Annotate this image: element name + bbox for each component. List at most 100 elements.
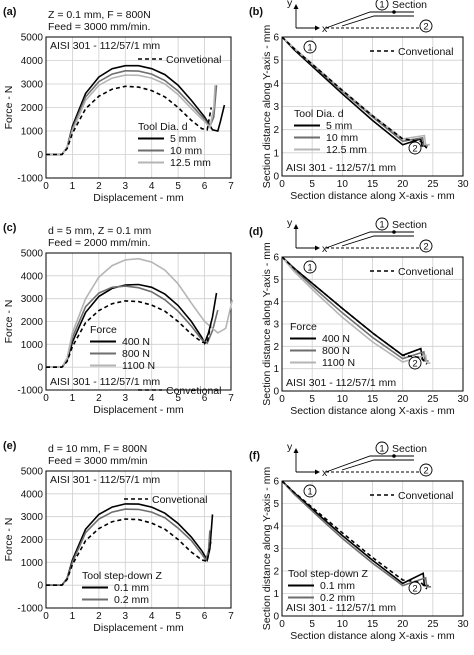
plot-frame	[281, 256, 464, 392]
marker-circle	[375, 217, 389, 231]
legend-label: 0.2 mm	[114, 594, 149, 606]
x-axis-label: Displacement - mm	[93, 192, 184, 204]
y-tick-label: 5000	[21, 249, 44, 260]
legend-title: Force	[90, 324, 117, 336]
y-tick-label: 4	[273, 79, 279, 90]
x-tick-label: 30	[457, 394, 469, 405]
legend-label: 800 N	[122, 348, 150, 360]
x-tick-label: 5	[309, 394, 315, 405]
y-axis-label: Force - N	[3, 300, 15, 344]
legend-label: 0.2 mm	[320, 592, 355, 604]
legend-title: Tool step-down Z	[288, 568, 369, 580]
material-label: AISI 301 - 112/57/1 mm	[50, 376, 160, 388]
x-tick-label: 15	[367, 179, 379, 190]
marker-label: 1	[379, 0, 384, 10]
x-tick-label: 4	[149, 181, 155, 192]
legend-label-conventional: Convetional	[398, 46, 453, 58]
y-tick-label: 3	[273, 320, 279, 331]
marker-label: 2	[423, 241, 428, 252]
x-tick-label: 4	[149, 393, 155, 404]
x-tick-label: 6	[202, 611, 208, 622]
marker-label: 2	[412, 358, 417, 369]
sketch-x-arrow	[315, 469, 320, 475]
x-tick-label: 25	[427, 619, 439, 630]
legend-title: Tool Dia. d	[138, 121, 188, 133]
x-tick-label: 5	[309, 179, 315, 190]
y-tick-label: 2000	[21, 535, 44, 546]
y-tick-label: 0	[37, 150, 43, 161]
y-tick-label: 4000	[21, 56, 44, 67]
marker-circle	[375, 0, 389, 11]
series-line-convetional	[281, 36, 428, 149]
y-tick-label: 1	[273, 589, 279, 600]
x-tick-label: 30	[457, 179, 469, 190]
x-tick-label: 3	[123, 611, 129, 622]
y-axis-label: Section distance along Y-axis - mm	[261, 25, 273, 189]
series-line-convetional	[281, 256, 428, 365]
y-tick-label: 0	[273, 387, 279, 398]
x-tick-label: 6	[202, 181, 208, 192]
plot-frame	[281, 36, 464, 177]
x-tick-label: 2	[96, 181, 102, 192]
x-tick-label: 5	[175, 181, 181, 192]
x-tick-label: 5	[175, 393, 181, 404]
legend-label: 10 mm	[170, 145, 202, 157]
sketch-y-arrow	[293, 224, 299, 229]
y-axis-label: Section distance along Y-axis - mm	[261, 242, 273, 406]
x-tick-label: 7	[228, 393, 234, 404]
series-line-convetional	[46, 518, 212, 586]
legend-label: 12.5 mm	[170, 157, 211, 169]
y-tick-label: -1000	[17, 174, 43, 185]
x-tick-label: 7	[228, 181, 234, 192]
marker-circle	[408, 356, 422, 370]
legend-title: Force	[290, 321, 317, 333]
y-tick-label: 1000	[21, 127, 44, 138]
marker-circle	[408, 581, 422, 595]
material-label: AISI 301 - 112/57/1 mm	[50, 474, 160, 486]
y-tick-label: 1000	[21, 340, 44, 351]
y-tick-label: 2	[273, 342, 279, 353]
panel-label: (c)	[3, 222, 17, 234]
x-tick-label: 10	[337, 179, 349, 190]
marker-circle	[408, 141, 422, 155]
legend-label: 400 N	[122, 336, 150, 348]
legend-label: 12.5 mm	[326, 144, 367, 156]
legend-label-conventional: Convetional	[398, 490, 453, 502]
plot-frame	[45, 470, 232, 609]
series-line-0-1-mm	[281, 480, 429, 587]
x-tick-label: 10	[337, 619, 349, 630]
marker-circle	[303, 40, 317, 54]
condition-text: Feed = 3000 mm/min	[48, 455, 148, 467]
y-tick-label: 1	[273, 364, 279, 375]
y-tick-label: 0	[273, 172, 279, 183]
y-tick-label: 0	[37, 363, 43, 374]
y-tick-label: 2	[273, 125, 279, 136]
x-tick-label: 0	[279, 179, 285, 190]
x-tick-label: 15	[367, 619, 379, 630]
material-label: AISI 301 - 112/57/1 mm	[286, 162, 396, 174]
sketch-point	[392, 230, 396, 234]
sketch-profile	[325, 11, 414, 29]
series-line-0-2-mm	[281, 480, 431, 588]
condition-text: Feed = 3000 mm/min.	[48, 21, 150, 33]
legend-label-conventional: Convetional	[398, 266, 453, 278]
panel-label: (d)	[249, 226, 263, 238]
condition-text: Feed = 2000 mm/min.	[48, 237, 150, 249]
material-label: AISI 301 - 112/57/1 mm	[286, 602, 396, 614]
sketch-x-label: x	[322, 467, 328, 479]
y-tick-label: 2	[273, 567, 279, 578]
sketch-profile-inner	[341, 15, 414, 27]
x-tick-label: 1	[70, 611, 76, 622]
x-axis-label: Displacement - mm	[93, 404, 184, 416]
series-line-800-n	[281, 256, 429, 362]
sketch-profile-inner	[341, 459, 414, 471]
series-line-convetional	[46, 85, 212, 156]
marker-circle	[419, 19, 433, 33]
y-tick-label: 4000	[21, 271, 44, 282]
y-tick-label: 1000	[21, 558, 44, 569]
panel-label: (f)	[249, 450, 260, 462]
marker-label: 2	[423, 465, 428, 476]
x-axis-label: Section distance along X-axis - mm	[290, 630, 455, 642]
